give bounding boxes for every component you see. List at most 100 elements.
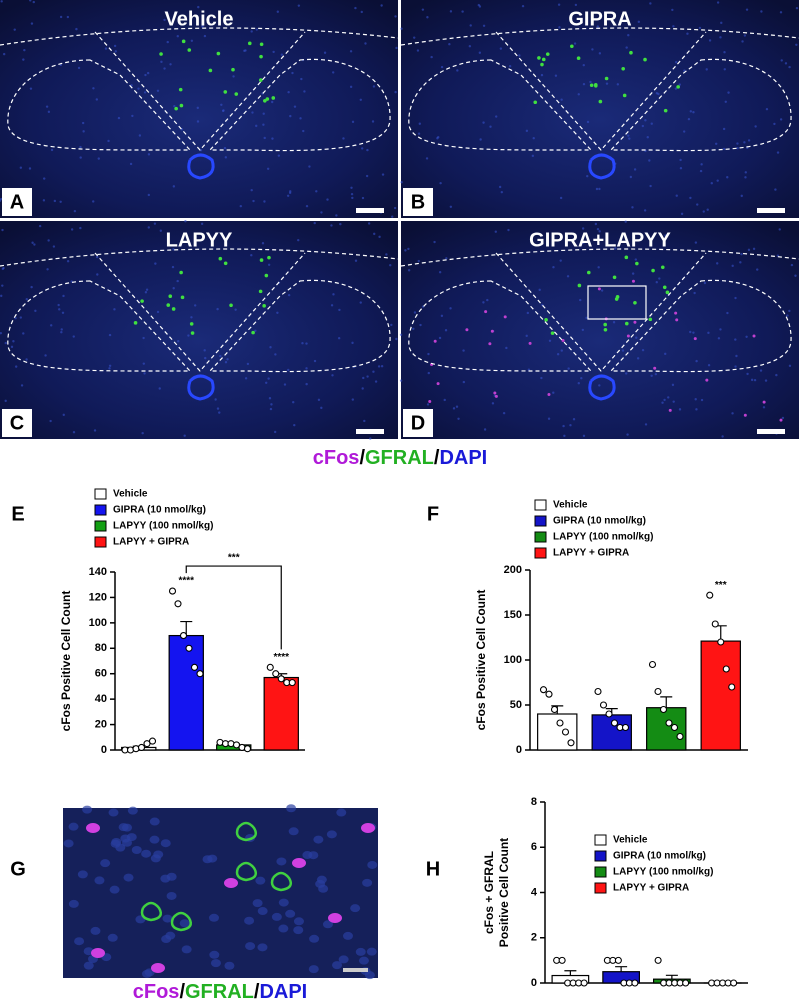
y-tick-label: 50 xyxy=(510,699,522,711)
nucleus xyxy=(372,370,375,373)
nucleus xyxy=(641,348,645,352)
nucleus xyxy=(330,224,333,227)
nucleus xyxy=(96,273,99,276)
nucleus xyxy=(0,197,3,201)
nucleus xyxy=(650,374,653,378)
nucleus xyxy=(23,48,26,52)
nucleus xyxy=(478,51,482,54)
nucleus xyxy=(63,839,74,848)
nucleus xyxy=(689,330,692,334)
nucleus xyxy=(322,920,333,929)
error-bar xyxy=(615,966,628,972)
gfral-cell xyxy=(643,57,647,62)
data-point xyxy=(567,739,575,747)
nucleus xyxy=(162,914,173,923)
nucleus xyxy=(780,59,783,62)
nucleus xyxy=(47,239,50,242)
nucleus xyxy=(440,314,444,318)
y-tick-label: 80 xyxy=(95,642,107,654)
gfral-cell xyxy=(264,273,269,278)
nucleus xyxy=(734,338,737,341)
nucleus xyxy=(532,137,535,140)
legend-swatch xyxy=(594,850,607,862)
micrograph: A Vehicle xyxy=(0,0,399,218)
nucleus xyxy=(367,860,378,869)
nucleus xyxy=(50,148,54,152)
nucleus xyxy=(559,259,562,262)
nucleus xyxy=(245,942,256,951)
nucleus xyxy=(308,165,311,168)
nucleus xyxy=(461,10,464,13)
nucleus xyxy=(695,408,698,411)
data-point xyxy=(272,670,280,678)
nucleus xyxy=(254,329,257,333)
nucleus xyxy=(597,266,600,269)
data-point xyxy=(614,956,622,964)
data-point xyxy=(558,956,566,964)
nucleus xyxy=(255,28,258,31)
nucleus xyxy=(317,398,321,402)
nucleus xyxy=(721,435,724,438)
nts-outline xyxy=(94,31,306,151)
panel-letter: A xyxy=(10,191,24,213)
nts-outline xyxy=(495,31,707,151)
legend-label: LAPYY + GIPRA xyxy=(613,883,689,894)
nucleus xyxy=(320,406,323,410)
nucleus xyxy=(494,230,497,233)
nucleus xyxy=(682,130,686,133)
nucleus xyxy=(108,364,112,368)
significance-label: **** xyxy=(273,652,289,663)
nucleus xyxy=(722,147,726,151)
nucleus xyxy=(287,293,291,297)
nucleus xyxy=(285,909,296,918)
gfral-cell xyxy=(622,93,627,98)
nucleus xyxy=(538,288,541,292)
nucleus xyxy=(462,349,465,352)
nucleus xyxy=(703,281,707,285)
data-point xyxy=(670,723,679,732)
nucleus xyxy=(305,204,309,208)
nucleus xyxy=(483,428,487,431)
letter-box xyxy=(403,409,433,437)
cfos-cell xyxy=(493,391,497,395)
nucleus xyxy=(455,405,459,408)
nucleus xyxy=(77,66,81,70)
nucleus xyxy=(308,965,319,974)
nucleus xyxy=(719,36,722,39)
data-point xyxy=(196,670,204,678)
data-point xyxy=(580,979,588,987)
legend-label: LAPYY + GIPRA xyxy=(553,548,629,559)
nucleus xyxy=(218,411,221,414)
nucleus xyxy=(257,907,268,916)
cfos-cell xyxy=(488,342,492,346)
nucleus xyxy=(552,266,555,269)
nucleus xyxy=(627,34,630,37)
nucleus xyxy=(778,228,781,231)
nucleus xyxy=(70,228,74,231)
nucleus xyxy=(400,180,403,184)
data-point xyxy=(277,675,285,683)
nucleus xyxy=(108,808,119,817)
gfral-cell xyxy=(263,98,267,103)
nucleus xyxy=(744,176,747,179)
data-point xyxy=(722,665,730,673)
nts-outline xyxy=(495,252,707,372)
nucleus xyxy=(686,32,689,35)
cfos-cell xyxy=(433,339,437,343)
nucleus xyxy=(288,827,299,836)
nucleus xyxy=(107,933,118,942)
panel-letter: G xyxy=(10,858,26,880)
nucleus xyxy=(482,301,485,304)
nucleus xyxy=(491,402,495,405)
nucleus xyxy=(53,199,57,203)
nucleus xyxy=(554,74,558,77)
zoom-micrograph xyxy=(63,804,378,980)
nucleus xyxy=(468,45,472,48)
gfral-cell xyxy=(603,327,608,332)
nucleus xyxy=(251,111,254,114)
nucleus xyxy=(366,947,377,956)
nucleus xyxy=(262,123,265,126)
nucleus xyxy=(594,222,598,226)
nucleus xyxy=(338,308,341,312)
caption-part: cFos xyxy=(133,981,180,1003)
